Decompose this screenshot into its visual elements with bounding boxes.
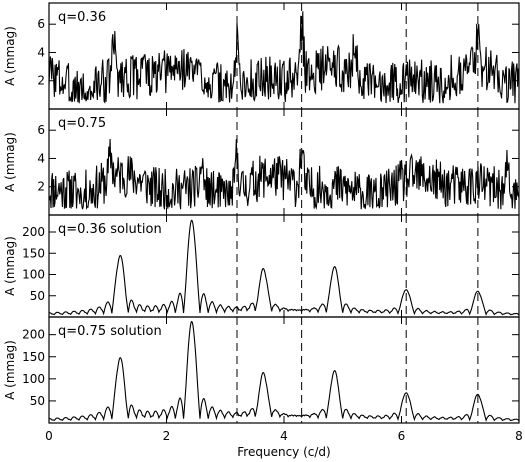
panel-frame	[48, 2, 520, 110]
series-line-1	[48, 11, 520, 104]
y-tick-label: 2	[37, 180, 45, 194]
panels-group: 2 4 6 q=0.36 A (mmag) 2 4 6 q=0.75 A (mmag) 50 100 1…	[3, 2, 520, 424]
y-tick-label: 50	[30, 289, 45, 303]
x-tick-label: 6	[398, 429, 406, 443]
y-tick-label: 200	[22, 225, 45, 239]
y-tick-label: 100	[22, 268, 45, 282]
panel-4: 50 100 150 200 q=0.75 solution A (mmag)	[3, 316, 520, 424]
y-tick-label: 150	[22, 350, 45, 364]
x-tick-label: 8	[515, 429, 523, 443]
panel-label: q=0.36	[58, 10, 106, 25]
x-axis: 0 2 4 6 8	[45, 429, 523, 443]
panel-1: 2 4 6 q=0.36 A (mmag)	[3, 2, 520, 110]
panel-2: 2 4 6 q=0.75 A (mmag)	[3, 108, 520, 216]
y-axis-label: A (mmag)	[3, 236, 17, 296]
y-tick-label: 6	[37, 123, 45, 137]
y-tick-label: 6	[37, 17, 45, 31]
y-tick-label: 150	[22, 246, 45, 260]
y-tick-label: 100	[22, 372, 45, 386]
y-tick-label: 50	[30, 394, 45, 408]
panel-label: q=0.36 solution	[58, 222, 162, 237]
y-tick-label: 200	[22, 328, 45, 342]
x-tick-label: 2	[163, 429, 171, 443]
series-line-3	[48, 219, 520, 316]
panel-3: 50 100 150 200 q=0.36 solution A (mmag)	[3, 214, 520, 318]
x-tick-label: 4	[280, 429, 288, 443]
y-axis-label: A (mmag)	[3, 26, 17, 86]
x-axis-label: Frequency (c/d)	[237, 445, 330, 459]
panel-label: q=0.75	[58, 116, 106, 131]
y-tick-label: 2	[37, 74, 45, 88]
y-axis-label: A (mmag)	[3, 340, 17, 400]
y-axis-label: A (mmag)	[3, 132, 17, 192]
x-tick-label: 0	[45, 429, 53, 443]
y-tick-label: 4	[37, 151, 45, 165]
panel-label: q=0.75 solution	[58, 324, 162, 339]
series-line-2	[48, 138, 520, 211]
y-tick-label: 4	[37, 45, 45, 59]
series-line-4	[48, 320, 520, 422]
